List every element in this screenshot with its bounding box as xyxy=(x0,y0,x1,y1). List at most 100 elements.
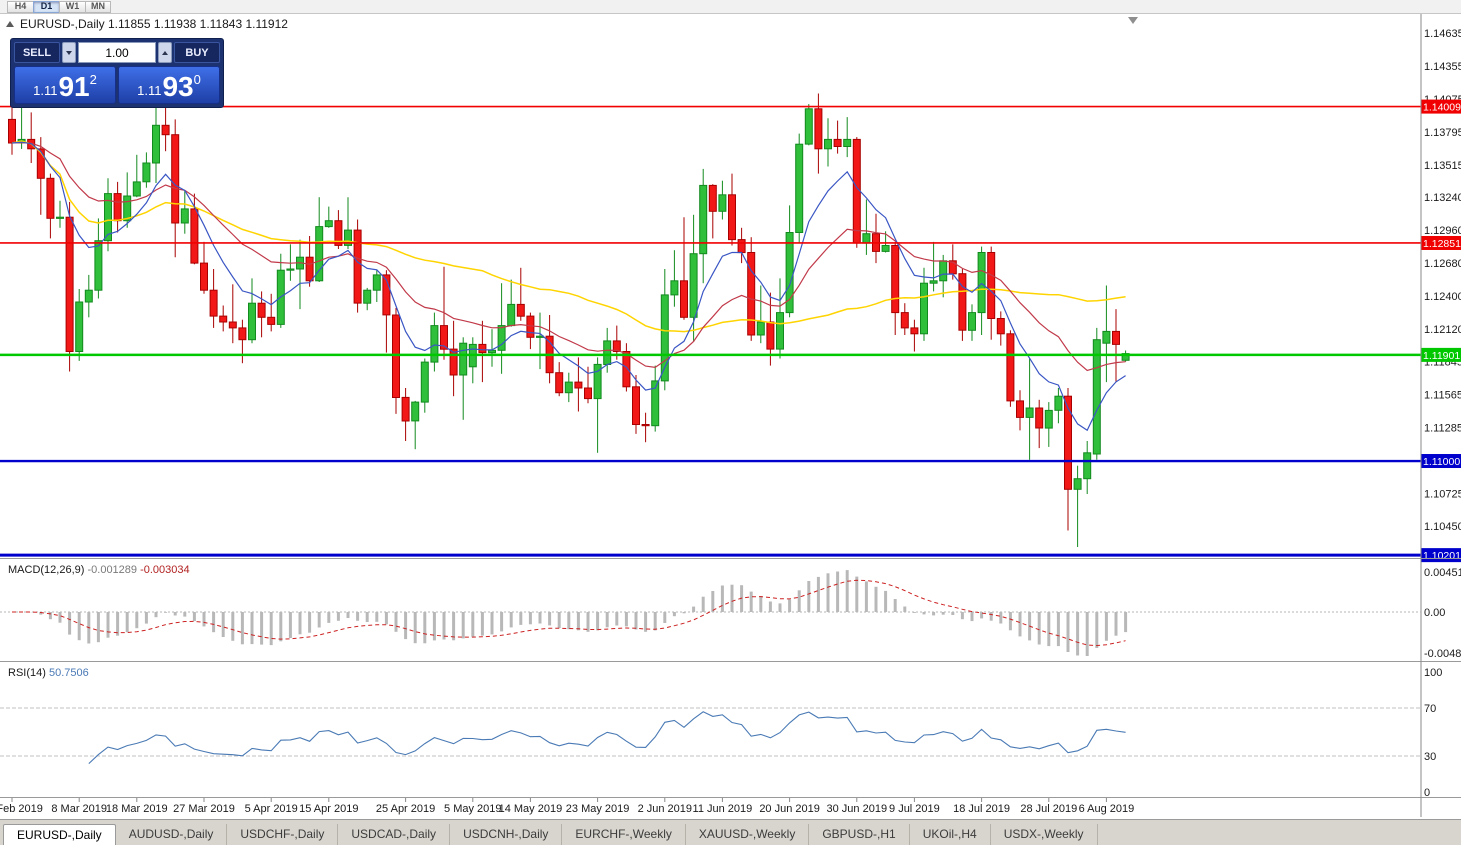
svg-text:1.14355: 1.14355 xyxy=(1424,61,1461,73)
svg-text:0.00: 0.00 xyxy=(1424,607,1445,619)
price-axis-ticks: 1.146351.143551.140751.137951.135151.132… xyxy=(1424,28,1461,533)
sell-button[interactable]: SELL xyxy=(14,42,60,63)
svg-text:5 Apr 2019: 5 Apr 2019 xyxy=(245,803,298,815)
svg-text:6 Aug 2019: 6 Aug 2019 xyxy=(1079,803,1135,815)
price-badge-112851: 1.12851 xyxy=(1421,235,1461,250)
svg-text:1.11000: 1.11000 xyxy=(1423,456,1460,468)
price-badge-114009: 1.14009 xyxy=(1421,99,1461,114)
buy-price-button[interactable]: 1.11 93 0 xyxy=(118,66,220,104)
buy-price-prefix: 1.11 xyxy=(137,83,162,98)
trade-panel-top-row: SELL BUY xyxy=(14,42,220,63)
one-click-toggle-icon[interactable] xyxy=(6,21,14,27)
price-badge-111000: 1.11000 xyxy=(1421,454,1461,469)
sell-price-big: 91 xyxy=(58,71,90,103)
svg-text:8 Mar 2019: 8 Mar 2019 xyxy=(51,803,107,815)
svg-text:28 Jul 2019: 28 Jul 2019 xyxy=(1020,803,1077,815)
svg-text:70: 70 xyxy=(1424,703,1436,715)
ma-slow-line xyxy=(11,140,1126,333)
svg-text:1.11901: 1.11901 xyxy=(1423,350,1460,362)
timeframe-button-h4[interactable]: H4 xyxy=(7,0,33,13)
svg-text:30: 30 xyxy=(1424,751,1436,763)
svg-text:1.12400: 1.12400 xyxy=(1424,291,1461,303)
svg-text:15 Apr 2019: 15 Apr 2019 xyxy=(299,803,358,815)
svg-text:1.10201: 1.10201 xyxy=(1423,550,1461,562)
svg-text:9 Jul 2019: 9 Jul 2019 xyxy=(889,803,940,815)
chart-tab-audusd-daily[interactable]: AUDUSD-,Daily xyxy=(115,824,228,845)
chart-tab-gbpusd-h1[interactable]: GBPUSD-,H1 xyxy=(809,824,910,845)
chart-tab-usdcnh-daily[interactable]: USDCNH-,Daily xyxy=(450,824,563,845)
chart-title-text: EURUSD-,Daily 1.11855 1.11938 1.11843 1.… xyxy=(20,17,288,31)
chart-title: EURUSD-,Daily 1.11855 1.11938 1.11843 1.… xyxy=(6,17,288,31)
rsi-line xyxy=(88,711,1126,765)
svg-text:25 Apr 2019: 25 Apr 2019 xyxy=(376,803,435,815)
svg-text:5 May 2019: 5 May 2019 xyxy=(444,803,501,815)
timeframe-toolbar: H4 D1 W1 MN xyxy=(0,0,1461,14)
macd-histogram xyxy=(20,570,1128,656)
rsi-value: 50.7506 xyxy=(48,667,89,679)
svg-text:0: 0 xyxy=(1424,787,1430,799)
triangle-down-icon xyxy=(66,50,72,55)
ma-mid-line xyxy=(11,142,1126,372)
svg-text:1.13240: 1.13240 xyxy=(1424,192,1461,204)
svg-text:1.13795: 1.13795 xyxy=(1424,127,1461,139)
svg-text:27 Mar 2019: 27 Mar 2019 xyxy=(173,803,235,815)
svg-text:11 Jun 2019: 11 Jun 2019 xyxy=(693,803,753,815)
sell-price-prefix: 1.11 xyxy=(33,83,58,98)
macd-main-value: -0.001289 xyxy=(87,564,138,576)
svg-text:100: 100 xyxy=(1424,667,1442,679)
volume-increase-button[interactable] xyxy=(158,42,172,63)
price-badge-111901: 1.11901 xyxy=(1421,347,1461,362)
price-badge-110201: 1.10201 xyxy=(1421,548,1461,563)
chart-tab-usdcad-daily[interactable]: USDCAD-,Daily xyxy=(338,824,451,845)
ma-fast-line xyxy=(11,141,1126,432)
svg-text:18 Jul 2019: 18 Jul 2019 xyxy=(953,803,1010,815)
macd-panel[interactable]: 0.004517 0.00 -0.004806 xyxy=(0,567,1461,660)
rsi-label: RSI(14) 50.7506 xyxy=(8,667,89,679)
macd-name: MACD(12,26,9) xyxy=(8,564,85,576)
svg-text:1.12120: 1.12120 xyxy=(1424,324,1461,336)
rsi-name: RSI(14) xyxy=(8,667,46,679)
svg-text:23 May 2019: 23 May 2019 xyxy=(566,803,630,815)
main-price-panel[interactable] xyxy=(8,93,1130,548)
macd-signal-value: -0.003034 xyxy=(140,564,190,576)
svg-text:14 May 2019: 14 May 2019 xyxy=(499,803,563,815)
volume-decrease-button[interactable] xyxy=(62,42,76,63)
chart-tab-eurchf-weekly[interactable]: EURCHF-,Weekly xyxy=(562,824,686,845)
chart-tab-bar: EURUSD-,Daily AUDUSD-,Daily USDCHF-,Daily U… xyxy=(0,819,1461,845)
svg-text:1.14009: 1.14009 xyxy=(1423,102,1461,114)
triangle-up-icon xyxy=(162,50,168,55)
candlestick-series xyxy=(8,93,1130,547)
chart-tab-xauusd-weekly[interactable]: XAUUSD-,Weekly xyxy=(685,824,810,845)
svg-text:30 Jun 2019: 30 Jun 2019 xyxy=(827,803,888,815)
svg-text:20 Jun 2019: 20 Jun 2019 xyxy=(759,803,820,815)
timeframe-button-d1[interactable]: D1 xyxy=(33,0,59,13)
svg-text:1.12960: 1.12960 xyxy=(1424,225,1461,237)
svg-text:1.12851: 1.12851 xyxy=(1423,238,1461,250)
svg-text:-0.004806: -0.004806 xyxy=(1424,648,1461,660)
buy-price-sup: 0 xyxy=(193,72,201,87)
sell-price-button[interactable]: 1.11 91 2 xyxy=(14,66,116,104)
volume-input[interactable] xyxy=(78,42,156,63)
svg-text:1.10450: 1.10450 xyxy=(1424,521,1461,533)
svg-text:0.004517: 0.004517 xyxy=(1424,567,1461,579)
svg-text:2 Jun 2019: 2 Jun 2019 xyxy=(638,803,692,815)
svg-text:1.13515: 1.13515 xyxy=(1424,160,1461,172)
chart-tab-ukoil-h4[interactable]: UKOil-,H4 xyxy=(909,824,991,845)
svg-text:1.12680: 1.12680 xyxy=(1424,258,1461,270)
buy-button[interactable]: BUY xyxy=(174,42,220,63)
rsi-panel[interactable]: 100 70 30 0 xyxy=(0,667,1442,799)
timeframe-button-mn[interactable]: MN xyxy=(85,0,111,13)
chart-shift-icon xyxy=(1128,17,1138,24)
svg-text:1.11565: 1.11565 xyxy=(1424,389,1461,401)
buy-price-big: 93 xyxy=(162,71,194,103)
chart-tab-eurusd-daily[interactable]: EURUSD-,Daily xyxy=(3,824,116,845)
svg-text:27 Feb 2019: 27 Feb 2019 xyxy=(0,803,43,815)
timeframe-button-w1[interactable]: W1 xyxy=(59,0,85,13)
chart-tab-usdx-weekly[interactable]: USDX-,Weekly xyxy=(990,824,1098,845)
svg-text:1.14635: 1.14635 xyxy=(1424,28,1461,40)
chart-tab-usdchf-daily[interactable]: USDCHF-,Daily xyxy=(227,824,339,845)
